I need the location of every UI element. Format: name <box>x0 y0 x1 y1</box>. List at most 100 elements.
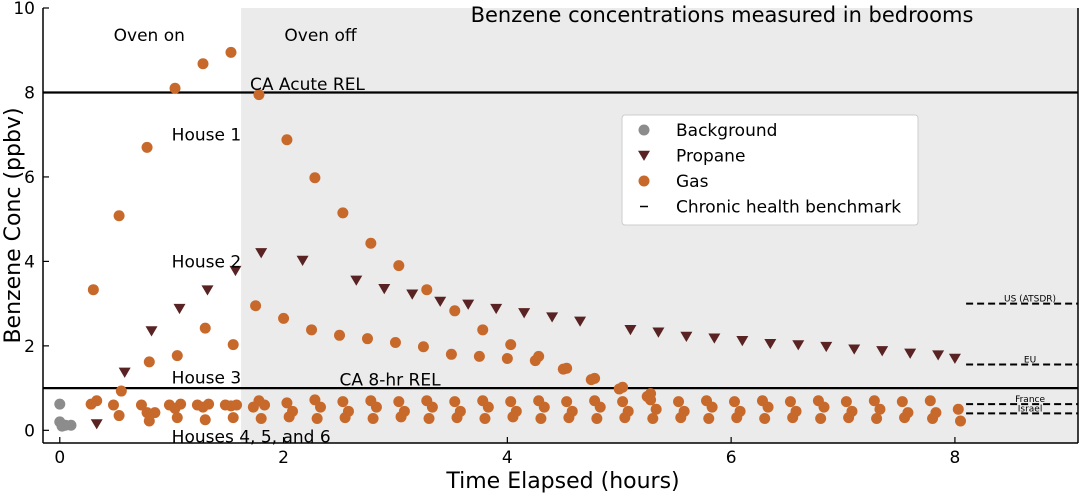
benchmark-label-3: Israel <box>1018 404 1043 414</box>
data-point-s4-55 <box>784 396 796 408</box>
data-point-s4-23 <box>337 396 349 408</box>
legend-label-1: Propane <box>676 147 745 167</box>
data-point-s4-1 <box>91 395 103 407</box>
benchmark-label-0: US (ATSDR) <box>1004 295 1056 305</box>
data-point-s1-25 <box>848 344 861 355</box>
house-label-0: House 1 <box>172 126 242 146</box>
legend-label-3: Chronic health benchmark <box>676 198 901 218</box>
data-point-s4-27 <box>393 396 405 408</box>
x-tick-label-0: 0 <box>54 448 65 468</box>
data-point-s2-9 <box>337 207 349 219</box>
data-point-s4-50 <box>706 401 718 413</box>
legend-marker-1 <box>638 150 650 161</box>
x-tick-label-1: 2 <box>278 448 289 468</box>
data-point-s4-38 <box>538 401 550 413</box>
data-point-s4-34 <box>482 401 494 413</box>
data-point-s4-30 <box>426 401 438 413</box>
data-point-s4-82 <box>507 411 519 423</box>
data-point-s4-46 <box>650 403 662 415</box>
data-point-s3-18 <box>613 383 625 395</box>
series-1 <box>90 248 961 430</box>
house-label-2: House 3 <box>172 369 242 389</box>
data-point-s4-93 <box>815 413 827 425</box>
data-point-s4-62 <box>874 403 886 415</box>
data-point-s4-83 <box>535 413 547 425</box>
data-point-s4-91 <box>759 413 771 425</box>
data-point-s1-28 <box>932 350 945 361</box>
axes: 0 2 4 6 8 0 2 4 6 8 10 <box>13 0 1079 468</box>
x-tick-label-4: 8 <box>950 448 961 468</box>
data-point-s4-26 <box>370 401 382 413</box>
data-point-s2-2 <box>141 141 153 153</box>
data-point-s4-97 <box>927 413 939 425</box>
data-point-s4-68 <box>955 415 967 427</box>
data-point-s0-4 <box>56 420 68 432</box>
data-point-s3-1 <box>143 356 155 368</box>
oven-on-label: Oven on <box>114 26 185 46</box>
data-point-s1-24 <box>820 341 833 353</box>
data-point-s4-76 <box>339 412 351 424</box>
legend-marker-0 <box>638 124 650 136</box>
y-tick-label-4: 8 <box>24 83 35 103</box>
data-point-s1-9 <box>378 284 391 295</box>
data-point-s4-22 <box>314 401 326 413</box>
data-point-s4-2 <box>107 399 119 411</box>
data-point-s4-90 <box>731 412 743 424</box>
data-point-s2-6 <box>253 89 265 101</box>
data-point-s4-61 <box>868 395 880 407</box>
data-point-s4-31 <box>449 396 461 408</box>
data-point-s1-2 <box>145 326 158 337</box>
data-point-s4-74 <box>283 411 295 423</box>
data-point-s2-10 <box>365 237 377 249</box>
legend-label-0: Background <box>676 121 777 141</box>
data-point-s1-5 <box>229 265 242 277</box>
x-axis-title: Time Elapsed (hours) <box>445 469 679 494</box>
data-point-s0-0 <box>54 398 66 410</box>
y-tick-label-5: 10 <box>13 0 35 19</box>
data-point-s3-4 <box>227 339 239 351</box>
data-point-s4-89 <box>703 413 715 425</box>
data-point-s2-3 <box>169 82 181 94</box>
data-point-s1-23 <box>792 340 805 351</box>
data-point-s4-18 <box>247 401 259 413</box>
data-point-s4-69 <box>143 415 155 427</box>
data-point-s3-5 <box>250 300 262 312</box>
data-point-s2-5 <box>225 46 237 58</box>
data-point-s1-3 <box>173 303 186 315</box>
data-point-s2-13 <box>449 305 461 317</box>
data-point-s1-22 <box>764 338 777 350</box>
data-point-s4-84 <box>563 412 575 424</box>
data-point-s4-58 <box>818 401 830 413</box>
data-point-s1-17 <box>624 325 637 336</box>
data-point-s1-12 <box>462 299 475 310</box>
data-point-s1-4 <box>201 285 214 296</box>
data-point-s2-0 <box>87 284 99 296</box>
data-point-s1-18 <box>652 327 665 338</box>
data-point-s1-6 <box>255 248 268 259</box>
data-point-s4-45 <box>645 394 657 406</box>
benchmark-label-1: EU <box>1024 355 1036 365</box>
data-point-s4-43 <box>617 396 629 408</box>
data-point-s4-19 <box>281 397 293 409</box>
data-point-s4-96 <box>899 412 911 424</box>
series-3 <box>115 300 653 403</box>
data-point-s4-70 <box>171 412 183 424</box>
data-point-s1-16 <box>574 316 587 327</box>
y-tick-label-1: 2 <box>24 337 35 357</box>
series-0 <box>54 398 77 432</box>
legend-box <box>621 114 919 226</box>
data-point-s4-78 <box>395 411 407 423</box>
data-point-s3-9 <box>361 333 373 345</box>
data-point-s4-72 <box>227 412 239 424</box>
data-point-s1-10 <box>406 289 419 300</box>
y-tick-label-2: 4 <box>24 252 35 272</box>
legend: Background Propane Gas Chronic health bench… <box>621 114 919 226</box>
data-point-s3-6 <box>278 312 290 324</box>
data-point-s4-15 <box>231 399 243 411</box>
data-point-s4-85 <box>591 413 603 425</box>
data-point-s2-11 <box>393 260 405 272</box>
data-point-s4-80 <box>451 412 463 424</box>
data-point-s1-21 <box>736 335 749 347</box>
y-tick-label-0: 0 <box>24 421 35 441</box>
